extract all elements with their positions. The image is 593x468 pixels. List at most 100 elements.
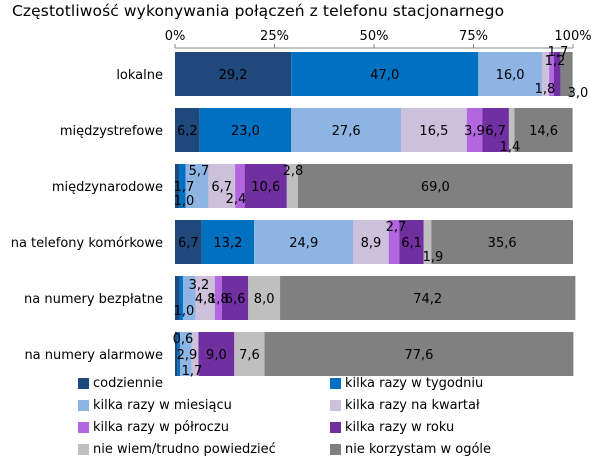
data-label: 3,2 xyxy=(189,278,210,293)
legend-label: kilka razy w miesiącu xyxy=(93,397,232,413)
bar-segment xyxy=(199,108,292,152)
data-label: 77,6 xyxy=(404,348,433,363)
data-label: 10,6 xyxy=(251,180,280,195)
data-label: 27,6 xyxy=(332,124,361,139)
legend-label: codziennie xyxy=(93,375,163,391)
bar-segment xyxy=(221,276,249,320)
data-label: 6,6 xyxy=(225,292,246,307)
data-label: 29,2 xyxy=(219,68,248,83)
bar-segment xyxy=(482,108,509,152)
bar-segment xyxy=(508,108,515,152)
category-label: międzynarodowe xyxy=(52,180,163,195)
data-label: 1,9 xyxy=(423,250,444,265)
legend-label: kilka razy w roku xyxy=(345,419,455,435)
data-label: 2,7 xyxy=(386,220,407,235)
data-label: 1,2 xyxy=(545,54,566,69)
bar-segment xyxy=(297,164,573,208)
data-label: 7,6 xyxy=(239,348,260,363)
data-label: 6,7 xyxy=(485,124,506,139)
category-label: lokalne xyxy=(116,68,163,83)
category-label: międzystrefowe xyxy=(60,124,163,139)
bar-segment xyxy=(549,52,554,96)
data-label: 16,5 xyxy=(419,124,448,139)
bar-segment xyxy=(388,220,400,264)
bar-segment xyxy=(177,332,181,376)
data-label: 69,0 xyxy=(421,180,450,195)
x-tick-label: 25% xyxy=(260,29,289,44)
data-label: 1,7 xyxy=(548,45,569,60)
data-label: 3,9 xyxy=(464,124,485,139)
data-label: 8,0 xyxy=(254,292,275,307)
legend-item: nie korzystam w ogóle xyxy=(330,440,491,458)
x-tick-label: 75% xyxy=(459,29,488,44)
bar-segment xyxy=(198,332,235,376)
category-label: na numery bezpłatne xyxy=(24,292,163,307)
bar-segment xyxy=(175,220,202,264)
data-label: 6,7 xyxy=(211,180,232,195)
x-tick-label: 50% xyxy=(360,29,389,44)
data-label: 1,7 xyxy=(182,364,203,379)
legend-swatch xyxy=(330,377,341,389)
bar-segment xyxy=(191,332,199,376)
data-label: 1,4 xyxy=(500,140,521,155)
bar-segment xyxy=(264,332,574,376)
legend-label: kilka razy w tygodniu xyxy=(345,375,484,391)
bar-segment xyxy=(175,164,179,208)
bar-segment xyxy=(214,276,222,320)
data-label: 1,7 xyxy=(174,180,195,195)
bar-segment xyxy=(291,108,402,152)
legend-swatch xyxy=(78,377,89,389)
bar-segment xyxy=(541,52,550,96)
bar-segment xyxy=(553,52,561,96)
data-label: 2,9 xyxy=(177,348,198,363)
bar-segment xyxy=(180,332,192,376)
legend-item: kilka razy na kwartał xyxy=(330,396,480,414)
legend-label: nie wiem/trudno powiedzieć xyxy=(93,441,276,457)
data-label: 23,0 xyxy=(231,124,260,139)
data-label: 47,0 xyxy=(370,68,399,83)
data-label: 1,8 xyxy=(535,82,556,97)
data-label: 4,8 xyxy=(195,292,216,307)
x-tick-label: 0% xyxy=(165,29,186,44)
data-label: 5,7 xyxy=(189,164,210,179)
bar-segment xyxy=(478,52,542,96)
bar-segment xyxy=(248,276,281,320)
legend-item: kilka razy w tygodniu xyxy=(330,374,483,392)
bar-segment xyxy=(175,332,178,376)
bar-segment xyxy=(280,276,576,320)
bar-segment xyxy=(234,332,265,376)
data-label: 0,6 xyxy=(173,332,194,347)
data-label: 2,4 xyxy=(226,192,247,207)
data-label: 6,2 xyxy=(177,124,198,139)
bar-segment xyxy=(423,220,432,264)
bar-segment xyxy=(175,108,200,152)
data-label: 16,0 xyxy=(496,68,525,83)
bar-segment xyxy=(560,52,573,96)
legend-item: kilka razy w roku xyxy=(330,418,454,436)
bar-segment xyxy=(254,220,354,264)
bar-segment xyxy=(195,276,215,320)
legend-label: nie korzystam w ogóle xyxy=(345,441,492,457)
category-label: na numery alarmowe xyxy=(24,348,163,363)
bar-segment xyxy=(175,52,292,96)
data-label: 2,8 xyxy=(283,164,304,179)
bar-segment xyxy=(514,108,573,152)
legend-swatch xyxy=(330,399,341,411)
bar-segment xyxy=(244,164,287,208)
bar-segment xyxy=(353,220,389,264)
bar-segment xyxy=(178,276,183,320)
legend-swatch xyxy=(78,443,89,455)
data-label: 8,9 xyxy=(361,236,382,251)
category-label: na telefony komórkowe xyxy=(11,236,163,251)
bar-segment xyxy=(286,164,298,208)
legend-label: kilka razy w półroczu xyxy=(93,419,229,435)
legend-item: codziennie xyxy=(78,374,163,392)
chart-title: Częstotliwość wykonywania połączeń z tel… xyxy=(12,2,505,20)
legend-swatch xyxy=(78,399,89,411)
legend-swatch xyxy=(330,443,341,455)
data-label: 24,9 xyxy=(289,236,318,251)
data-label: 6,7 xyxy=(178,236,199,251)
bar-segment xyxy=(201,220,255,264)
legend-swatch xyxy=(330,421,341,433)
